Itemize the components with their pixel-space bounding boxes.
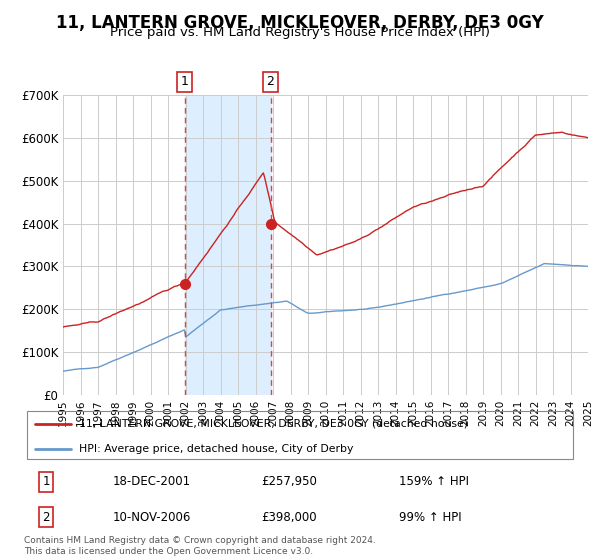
Text: 1: 1 — [43, 475, 50, 488]
Text: Contains HM Land Registry data © Crown copyright and database right 2024.
This d: Contains HM Land Registry data © Crown c… — [24, 536, 376, 556]
Text: 159% ↑ HPI: 159% ↑ HPI — [400, 475, 469, 488]
Text: 11, LANTERN GROVE, MICKLEOVER, DERBY, DE3 0GY (detached house): 11, LANTERN GROVE, MICKLEOVER, DERBY, DE… — [79, 419, 468, 429]
Text: HPI: Average price, detached house, City of Derby: HPI: Average price, detached house, City… — [79, 444, 353, 454]
Text: 1: 1 — [181, 76, 189, 88]
Text: 10-NOV-2006: 10-NOV-2006 — [112, 511, 191, 524]
Text: 11, LANTERN GROVE, MICKLEOVER, DERBY, DE3 0GY: 11, LANTERN GROVE, MICKLEOVER, DERBY, DE… — [56, 14, 544, 32]
Text: 99% ↑ HPI: 99% ↑ HPI — [400, 511, 462, 524]
Text: 2: 2 — [43, 511, 50, 524]
Text: 18-DEC-2001: 18-DEC-2001 — [112, 475, 190, 488]
Text: £257,950: £257,950 — [262, 475, 317, 488]
Text: 2: 2 — [266, 76, 274, 88]
Bar — [185, 95, 271, 395]
Text: £398,000: £398,000 — [262, 511, 317, 524]
Text: Price paid vs. HM Land Registry's House Price Index (HPI): Price paid vs. HM Land Registry's House … — [110, 26, 490, 39]
